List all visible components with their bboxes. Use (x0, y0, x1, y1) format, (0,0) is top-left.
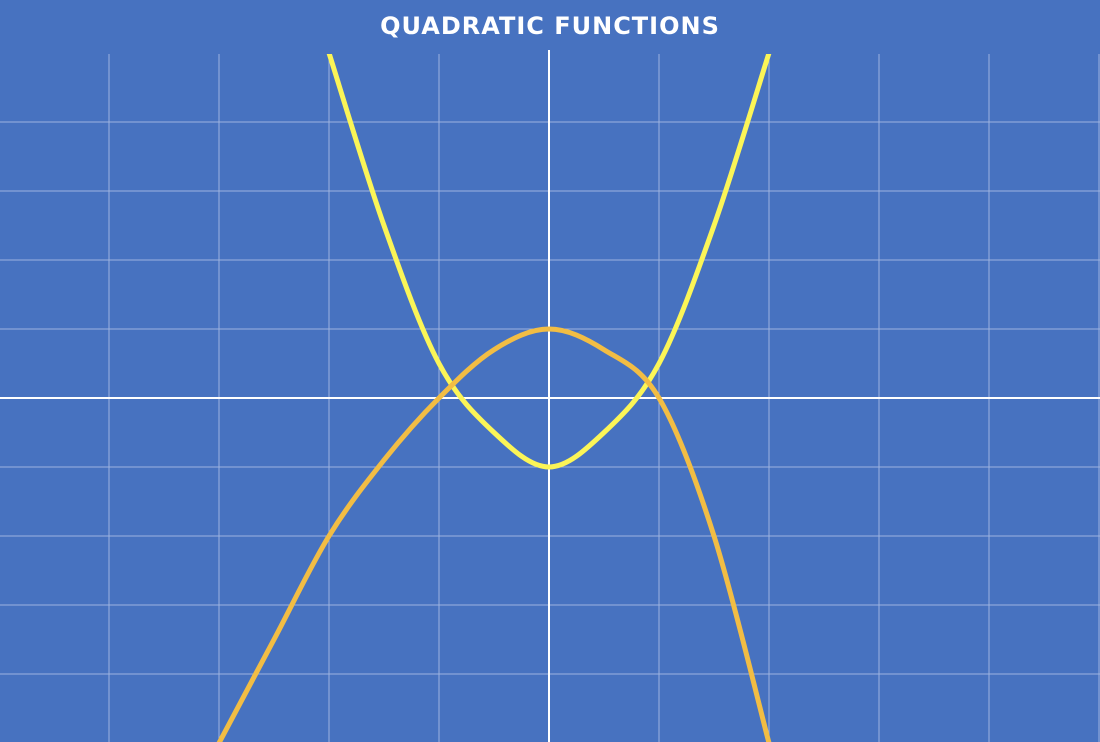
series-curve-2 (216, 326, 772, 742)
series-curves (216, 54, 772, 742)
chart-title: QUADRATIC FUNCTIONS (380, 12, 720, 40)
axes (0, 50, 1100, 742)
series-curve-1 (326, 54, 772, 470)
